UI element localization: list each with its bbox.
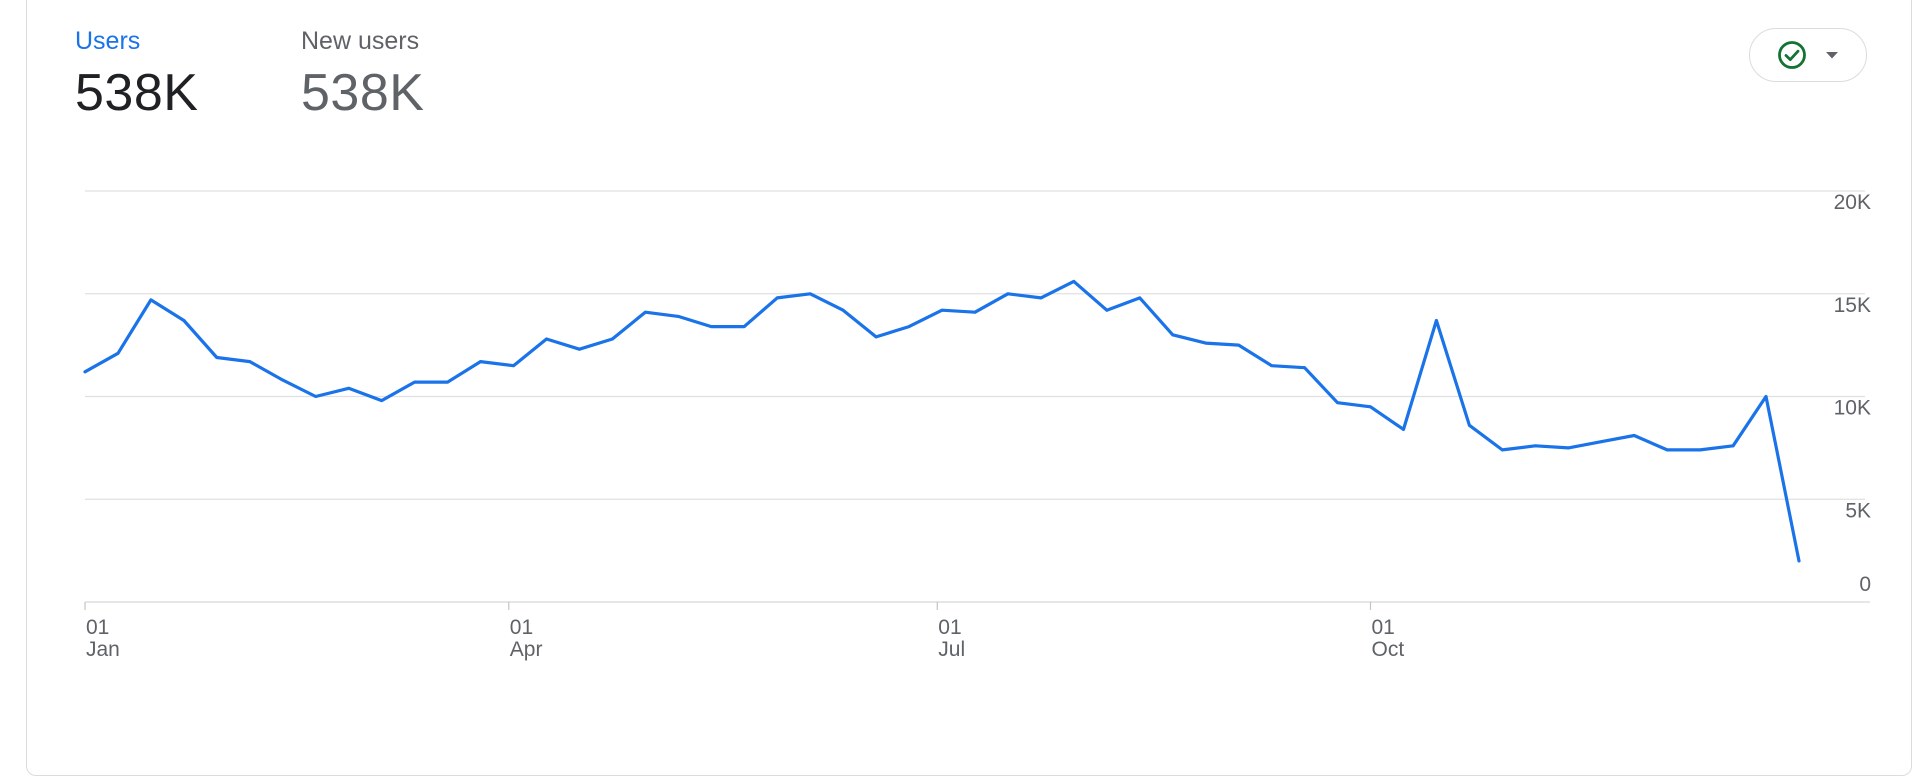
x-tick-day-label: 01 [510,616,533,639]
new-users-metric-value: 538K [301,64,425,122]
users-data-point [1105,308,1109,312]
users-data-point [1665,448,1669,452]
users-data-point [1336,401,1339,405]
users-data-point [479,360,482,363]
y-tick-label: 5K [1845,499,1871,522]
users-data-point [182,319,186,322]
caret-down-icon [1825,50,1839,60]
status-dropdown-button[interactable] [1749,28,1867,82]
users-data-point [446,380,449,384]
new-users-metric-label: New users [301,27,420,55]
users-data-point [1764,395,1768,398]
users-data-point [149,298,153,302]
users-data-point [1204,341,1208,345]
users-data-point [874,335,878,339]
users-series-line [83,279,1801,563]
users-data-point [742,325,746,329]
users-data-point [1006,292,1010,296]
users-data-point [314,395,318,398]
users-metric-tab[interactable]: Users 538K [75,26,198,124]
users-data-point [248,360,252,363]
users-data-point [1369,405,1372,409]
users-data-point [808,292,812,296]
users-data-point [1467,423,1471,427]
users-data-point [940,308,944,312]
users-data-point [1402,427,1405,431]
users-data-point [116,351,120,355]
x-tick-day-label: 01 [938,616,961,639]
users-data-point [281,378,285,382]
x-tick-month-label: Jul [938,638,965,661]
x-tick-day-label: 01 [86,616,109,639]
users-data-point [775,296,779,300]
users-data-point [610,337,614,341]
users-data-point [215,356,219,359]
users-data-point [907,325,911,329]
x-tick-day-label: 01 [1372,616,1395,639]
check-circle-icon [1777,40,1807,70]
users-data-point [1533,444,1537,448]
users-data-point [545,337,548,341]
users-data-point [1632,434,1636,437]
users-data-point [380,399,384,403]
x-tick-month-label: Oct [1372,638,1405,661]
users-data-point [643,310,647,314]
users-data-point [1797,559,1801,563]
chart-card [26,0,1912,776]
users-data-point [1072,280,1076,283]
users-data-point [1698,448,1702,452]
new-users-metric-tab[interactable]: New users 538K [301,26,424,124]
users-data-point [1731,444,1735,448]
users-metric-value: 538K [75,64,199,122]
users-data-point [1500,448,1504,452]
users-data-point [841,308,845,312]
users-data-point [1270,364,1274,368]
users-data-point [1237,343,1241,347]
users-data-point [1171,333,1175,337]
users-data-point [676,314,680,318]
y-tick-label: 20K [1834,191,1871,214]
users-data-point [1566,446,1570,450]
y-tick-label: 15K [1834,294,1871,317]
users-data-point [1039,296,1043,300]
users-metric-label: Users [75,27,141,55]
y-tick-label: 10K [1834,397,1871,420]
users-data-point [512,364,515,368]
users-data-point [709,325,713,329]
users-data-point [83,370,87,374]
x-tick-month-label: Apr [510,638,543,661]
users-data-point [1435,319,1438,322]
x-tick-month-label: Jan [86,638,120,661]
users-data-point [578,347,581,351]
users-data-point [973,310,977,314]
users-data-point [347,386,351,390]
y-tick-label: 0 [1859,573,1871,596]
users-data-point [1138,296,1142,300]
users-data-point [413,380,417,384]
users-data-point [1303,366,1306,370]
users-data-point [1599,440,1603,444]
